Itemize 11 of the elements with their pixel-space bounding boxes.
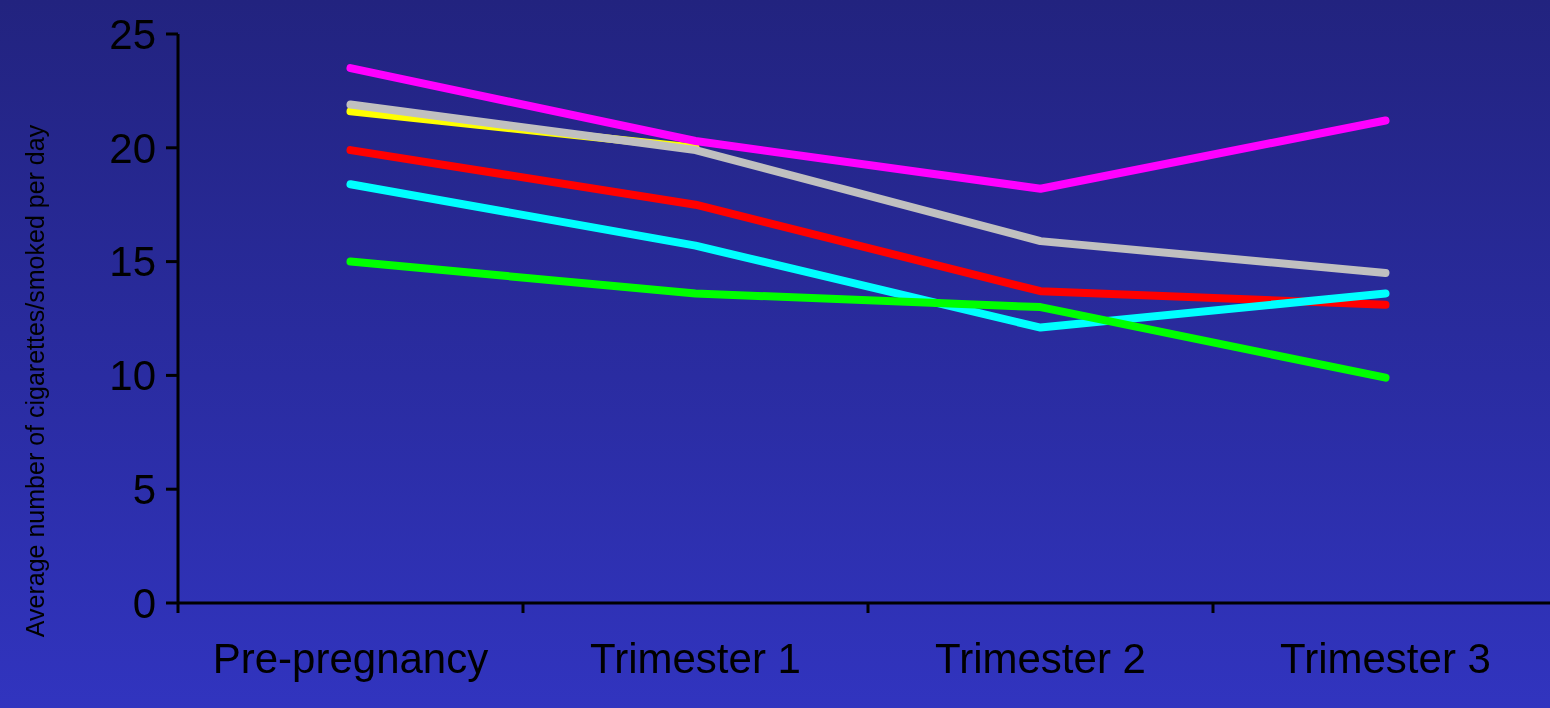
y-tick-label: 25 xyxy=(109,10,156,58)
x-tick-label: Trimester 3 xyxy=(1280,635,1491,682)
y-tick-label: 20 xyxy=(109,124,156,172)
y-tick-label: 5 xyxy=(132,465,156,513)
x-tick-label: Pre-pregnancy xyxy=(212,635,489,682)
y-axis-title: Average number of cigarettes/smoked per day xyxy=(21,124,49,638)
x-tick-label: Trimester 1 xyxy=(590,635,801,682)
y-tick-label: 0 xyxy=(132,579,156,627)
y-tick-label: 15 xyxy=(109,238,156,286)
y-tick-label: 10 xyxy=(109,352,156,400)
x-tick-label: Trimester 2 xyxy=(935,635,1146,682)
